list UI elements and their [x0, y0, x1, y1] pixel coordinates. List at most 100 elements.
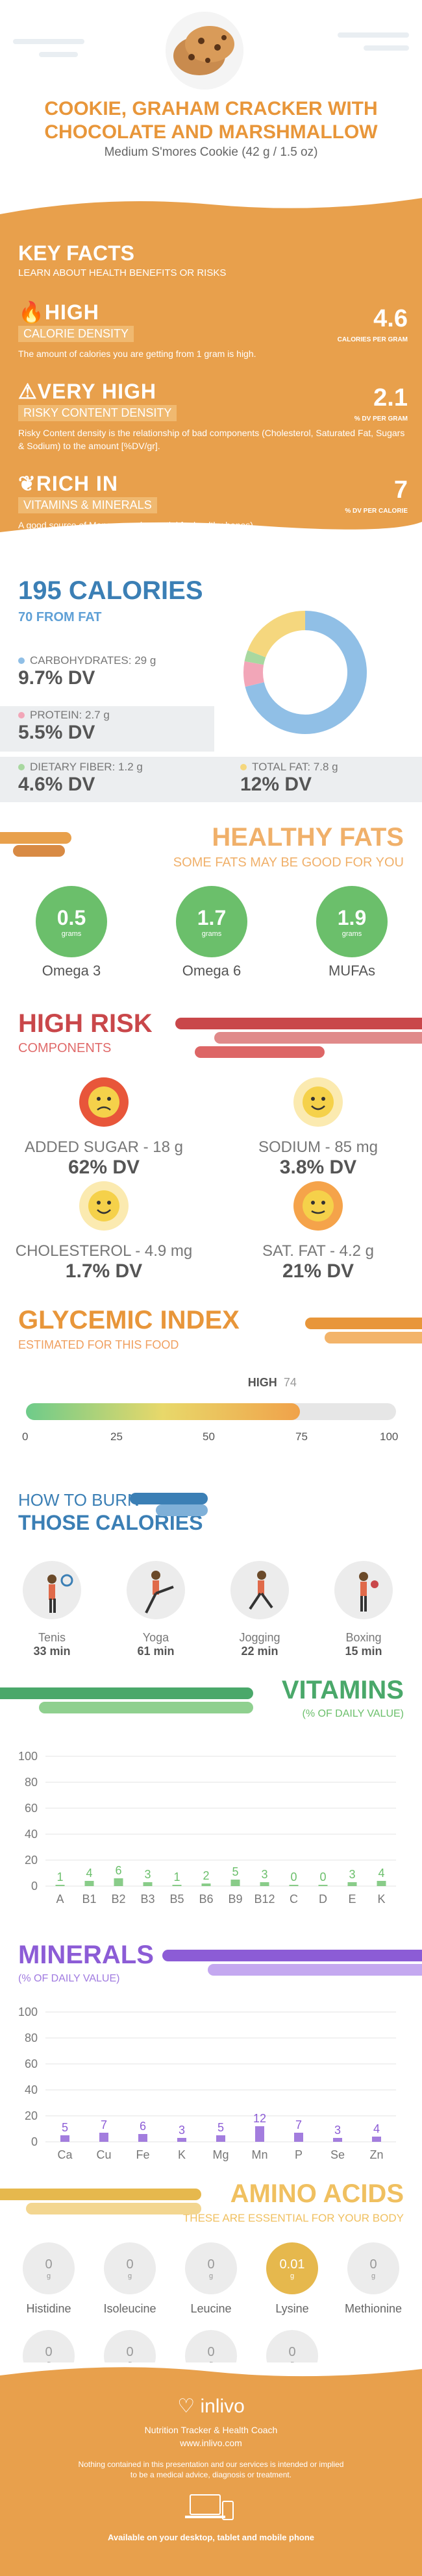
decor-streak [0, 832, 71, 844]
decor-streak [214, 1032, 422, 1044]
amino-methionine: 0 g Methionine [334, 2242, 412, 2316]
x-tick-label: K [178, 2148, 186, 2161]
vitamins-subtitle: (% OF DAILY VALUE) [302, 1708, 404, 1719]
amino-isoleucine: 0 g Isoleucine [91, 2242, 169, 2316]
wave-bottom [0, 522, 422, 532]
bar-value-label: 5 [217, 2121, 224, 2134]
risk-added-sugar: ADDED SUGAR - 18 g 62% DV [6, 1077, 201, 1179]
footer-disclaimer-1: Nothing contained in this presentation a… [78, 2460, 344, 2469]
fact-value: 4.6 CALORIES PER GRAM [337, 305, 408, 343]
y-tick-label: 0 [31, 2135, 38, 2148]
bar-value-label: 12 [253, 2112, 266, 2125]
x-tick-label: Se [330, 2148, 345, 2161]
bar-value-label: 1 [56, 1871, 63, 1883]
y-tick-label: 20 [25, 2109, 38, 2122]
bar [201, 1883, 211, 1886]
risk-cholesterol: CHOLESTEROL - 4.9 mg 1.7% DV [6, 1181, 201, 1282]
bar-value-label: 4 [373, 2122, 380, 2135]
amino-circle: 0.01 g [266, 2242, 318, 2294]
decor-streak [195, 1046, 325, 1058]
decor-streak [0, 1687, 253, 1699]
fact-calorie-density: 🔥HIGH CALORIE DENSITY The amount of calo… [18, 300, 408, 360]
tennis-icon [23, 1561, 81, 1619]
decor-streak [0, 2189, 201, 2200]
bar-value-label: 3 [144, 1868, 151, 1881]
vitamins-bar-chart: 0 20 40 60 80 100 1 A 4 B1 6 B2 3 B3 1 B5 2 B6 5 B9 3 B12 0 C 0 D… [18, 1750, 396, 1906]
happy-face-icon [79, 1181, 129, 1231]
glycemic-subtitle: ESTIMATED FOR THIS FOOD [18, 1338, 179, 1351]
fact-risky-density: ⚠VERY HIGH RISKY CONTENT DENSITY Risky C… [18, 379, 408, 452]
footer: ♡ inlivo Nutrition Tracker & Health Coac… [0, 2362, 422, 2576]
devices-icon [185, 2492, 237, 2525]
y-tick-label: 40 [25, 1828, 38, 1841]
neutral-face-icon [293, 1181, 343, 1231]
burn-boxing: Boxing 15 min [325, 1561, 403, 1658]
title-line-2: CHOCOLATE AND MARSHMALLOW [44, 121, 378, 143]
decor-streak [305, 1318, 422, 1329]
brand-logo: ♡ inlivo [177, 2396, 245, 2417]
bar-value-label: 3 [334, 2124, 341, 2137]
fact-value: 2.1% DV PER GRAM [354, 384, 408, 423]
sad-face-icon [79, 1077, 129, 1127]
fat-omega3: 0.5 grams Omega 3 [26, 886, 117, 979]
bar-value-label: 5 [62, 2121, 68, 2134]
x-tick-label: Mg [212, 2148, 229, 2161]
page-title: COOKIE, GRAHAM CRACKER WITH CHOCOLATE AN… [0, 97, 422, 144]
fact-level: ⚠VERY HIGH [18, 380, 156, 403]
bar-value-label: 5 [232, 1865, 238, 1878]
fat-mufas: 1.9 grams MUFAs [306, 886, 397, 979]
x-tick-label: Ca [57, 2148, 73, 2161]
bar-value-label: 4 [378, 1867, 384, 1880]
y-tick-label: 100 [18, 2006, 38, 2018]
fact-desc: The amount of calories you are getting f… [18, 349, 256, 359]
band [0, 706, 214, 752]
amino-subtitle: THESE ARE ESSENTIAL FOR YOUR BODY [182, 2212, 404, 2224]
bar [216, 2135, 225, 2142]
bar [372, 2137, 381, 2142]
footer-available: Available on your desktop, tablet and mo… [107, 2533, 315, 2542]
burn-title-1: HOW TO BURN [18, 1490, 140, 1510]
bar [333, 2138, 342, 2142]
glycemic-title: GLYCEMIC INDEX [18, 1306, 240, 1334]
bar-value-label: 0 [290, 1871, 297, 1883]
heart-icon: ♡ [177, 2396, 195, 2417]
amino-histidine: 0 g Histidine [10, 2242, 88, 2316]
fat-circle: 0.5 grams [36, 886, 107, 957]
wave-top [0, 195, 422, 214]
dot-icon [18, 657, 25, 664]
warning-icon: ⚠ [18, 380, 38, 403]
fact-level: 🔥HIGH [18, 301, 99, 324]
vitamins-title: VITAMINS [281, 1676, 404, 1704]
footer-url[interactable]: www.inlivo.com [180, 2438, 242, 2448]
burn-jogging: Jogging 22 min [221, 1561, 299, 1658]
healthy-fats-subtitle: SOME FATS MAY BE GOOD FOR YOU [173, 855, 404, 870]
bar [84, 1881, 94, 1886]
high-risk-title: HIGH RISK [18, 1009, 153, 1038]
bar-value-label: 3 [261, 1868, 267, 1881]
y-tick-label: 100 [18, 1750, 38, 1763]
key-facts-title: KEY FACTS [18, 241, 134, 265]
dot-icon [240, 764, 247, 770]
bar [377, 1881, 386, 1886]
calories-from-fat: 70 FROM FAT [18, 610, 102, 624]
risk-sodium: SODIUM - 85 mg 3.8% DV [221, 1077, 416, 1179]
risk-sat-fat: SAT. FAT - 4.2 g 21% DV [221, 1181, 416, 1282]
boxing-icon [334, 1561, 393, 1619]
fat-circle: 1.7 grams [176, 886, 247, 957]
macro-fiber: DIETARY FIBER: 1.2 g 4.6% DV [18, 761, 143, 795]
minerals-bar-chart: 0 20 40 60 80 100 5 Ca 7 Cu 6 Fe 3 K 5 Mg 12 Mn 7 P 3 Se 4 Zn [18, 2006, 396, 2161]
y-tick-label: 60 [25, 1802, 38, 1815]
x-tick-label: P [295, 2148, 303, 2161]
y-tick-label: 20 [25, 1854, 38, 1867]
bar [318, 1885, 328, 1886]
decor-streak [39, 1702, 253, 1713]
bar [60, 2135, 69, 2142]
burn-yoga: Yoga 61 min [117, 1561, 195, 1658]
bar-value-label: 1 [173, 1871, 180, 1883]
fat-omega6: 1.7 grams Omega 6 [166, 886, 257, 979]
donut-slice-protein [243, 661, 264, 687]
bar [114, 1878, 123, 1886]
